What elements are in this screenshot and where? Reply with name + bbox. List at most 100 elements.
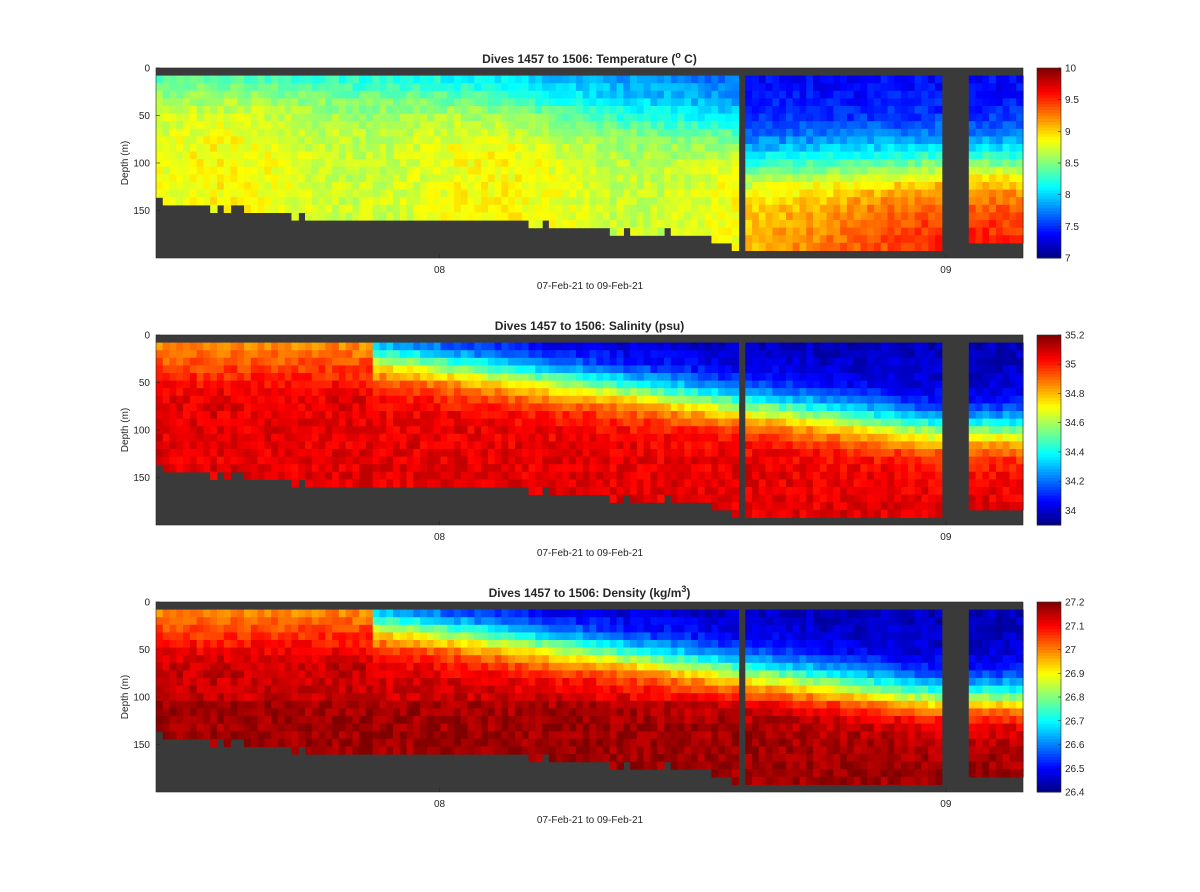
heatmap-cell [657, 98, 665, 107]
heatmap-cell [481, 365, 489, 374]
heatmap-cell [853, 212, 862, 221]
heatmap-cell [785, 487, 794, 496]
heatmap-cell [169, 166, 177, 175]
heatmap-cell [196, 174, 205, 183]
heatmap-cell [365, 471, 374, 480]
heatmap-cell [508, 471, 516, 480]
heatmap-cell [623, 380, 631, 389]
heatmap-cell [589, 106, 597, 115]
heatmap-cell [257, 342, 265, 351]
heatmap-cell [426, 441, 435, 450]
heatmap-cell [880, 144, 889, 153]
heatmap-cell [508, 418, 516, 427]
heatmap-cell [826, 357, 834, 366]
heatmap-cell [934, 350, 943, 359]
heatmap-cell [203, 144, 211, 153]
heatmap-cell [691, 494, 699, 503]
heatmap-cell [467, 357, 475, 366]
heatmap-cell [406, 449, 414, 458]
heatmap-cell [399, 144, 408, 153]
heatmap-cell [731, 98, 740, 107]
heatmap-cell [386, 357, 394, 366]
heatmap-cell [813, 182, 821, 191]
heatmap-cell [162, 464, 171, 473]
heatmap-cell [975, 83, 983, 92]
heatmap-cell [989, 433, 997, 442]
heatmap-cell [894, 98, 902, 107]
heatmap-cell [440, 426, 448, 435]
heatmap-cell [257, 174, 265, 183]
heatmap-cell [399, 403, 408, 412]
heatmap-cell [887, 380, 895, 389]
heatmap-cell [467, 411, 475, 420]
heatmap-cell [460, 128, 469, 137]
heatmap-cell [609, 411, 618, 420]
heatmap-cell [1009, 98, 1017, 107]
heatmap-cell [785, 464, 794, 473]
heatmap-cell [616, 395, 624, 404]
heatmap-cell [176, 350, 184, 359]
heatmap-cell [853, 464, 862, 473]
heatmap-cell [833, 494, 841, 503]
heatmap-cell [799, 464, 807, 473]
heatmap-cell [311, 113, 320, 122]
heatmap-cell [311, 166, 320, 175]
heatmap-cell [216, 449, 225, 458]
heatmap-cell [894, 182, 902, 191]
heatmap-cell [779, 479, 787, 488]
heatmap-cell [156, 151, 164, 160]
heatmap-cell [880, 395, 889, 404]
heatmap-cell [785, 395, 794, 404]
heatmap-cell [813, 403, 821, 412]
heatmap-cell [758, 90, 767, 99]
heatmap-cell [521, 456, 530, 465]
heatmap-cell [548, 75, 557, 84]
heatmap-cell [596, 197, 604, 206]
heatmap-cell [1016, 235, 1024, 244]
heatmap-cell [691, 75, 699, 84]
colorbar-swatch [1037, 100, 1061, 105]
heatmap-cell [636, 373, 645, 382]
heatmap-cell [338, 189, 347, 198]
heatmap-cell [250, 197, 259, 206]
heatmap-cell [880, 494, 889, 503]
heatmap-cell [968, 75, 977, 84]
heatmap-cell [826, 98, 834, 107]
heatmap-cell [413, 106, 421, 115]
heatmap-cell [813, 441, 821, 450]
heatmap-cell [718, 75, 726, 84]
heatmap-cell [176, 426, 184, 435]
heatmap-cell [867, 479, 875, 488]
heatmap-cell [779, 350, 787, 359]
heatmap-cell [420, 411, 428, 420]
heatmap-cell [819, 151, 828, 160]
heatmap-cell [575, 418, 584, 427]
heatmap-cell [670, 380, 679, 389]
heatmap-cell [406, 182, 414, 191]
heatmap-cell [399, 83, 408, 92]
heatmap-cell [880, 227, 889, 236]
heatmap-cell [257, 83, 265, 92]
heatmap-cell [501, 373, 509, 382]
heatmap-cell [792, 220, 801, 229]
heatmap-cell [352, 182, 360, 191]
heatmap-cell [887, 471, 895, 480]
heatmap-cell [704, 418, 713, 427]
heatmap-cell [332, 456, 340, 465]
heatmap-cell [826, 83, 834, 92]
heatmap-cell [223, 418, 232, 427]
heatmap-cell [711, 357, 719, 366]
heatmap-cell [785, 449, 794, 458]
heatmap-cell [264, 189, 272, 198]
heatmap-cell [555, 136, 563, 145]
heatmap-cell [271, 449, 279, 458]
heatmap-cell [183, 90, 191, 99]
heatmap-cell [386, 144, 394, 153]
heatmap-cell [589, 113, 597, 122]
heatmap-cell [203, 159, 211, 168]
heatmap-cell [237, 189, 245, 198]
heatmap-cell [975, 197, 983, 206]
heatmap-cell [643, 449, 652, 458]
heatmap-cell [846, 388, 855, 397]
heatmap-cell [765, 121, 773, 130]
